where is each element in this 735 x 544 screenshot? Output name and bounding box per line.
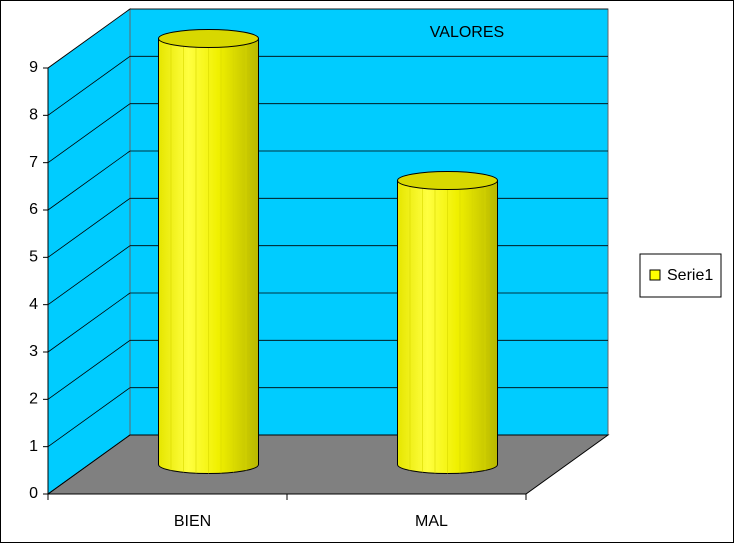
y-tick-label: 9 [29,59,38,76]
grid-line [47,434,131,495]
y-tick-label: 3 [29,343,38,360]
grid-line [47,56,131,116]
legend-label: Serie1 [667,267,713,284]
y-tick-label: 6 [29,201,38,218]
x-tick-label: BIEN [174,513,211,530]
x-tick-label: MAL [415,513,448,530]
y-tick-label: 0 [29,485,38,502]
grid-line [47,150,131,211]
y-tick-label: 7 [29,154,38,171]
side-wall [47,8,131,495]
chart-title: VALORES [430,24,504,41]
grid-line [47,387,131,447]
legend-swatch [649,269,661,281]
grid-line [47,245,131,305]
y-tick-label: 1 [29,438,38,455]
bar-top [397,171,498,190]
y-tick-label: 5 [29,249,38,266]
grid-line [47,292,131,353]
grid-line [47,198,131,258]
floor [46,434,610,495]
bar-top [158,29,259,48]
y-tick-label: 2 [29,391,38,408]
grid-line [47,103,131,163]
y-tick-label: 8 [29,107,38,124]
grid-line [47,8,131,69]
grid-line [47,340,131,400]
y-tick-label: 4 [29,296,38,313]
